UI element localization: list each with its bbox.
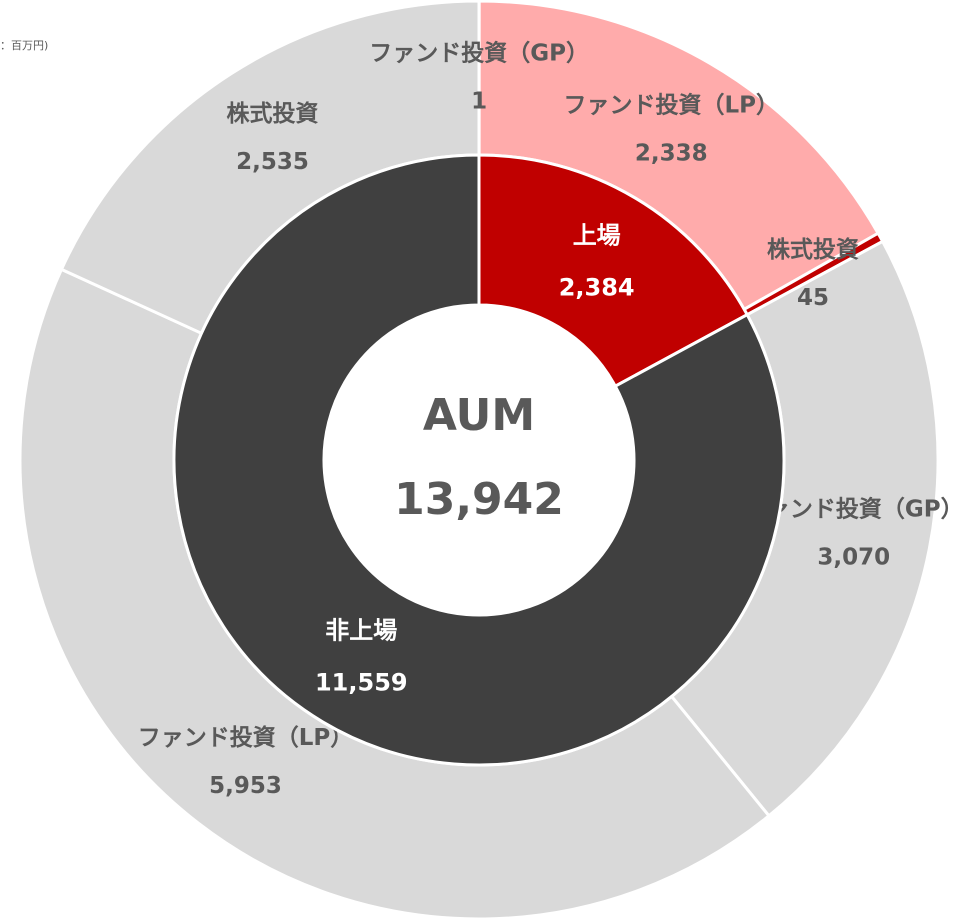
outer-category-label: ファンド投資（LP） <box>138 724 354 751</box>
outer-value-label: 2,338 <box>635 140 708 166</box>
outer-category-label: 株式投資 <box>226 100 318 127</box>
inner-value-label: 2,384 <box>559 273 635 301</box>
outer-value-label: 1 <box>471 89 487 115</box>
outer-value-label: 2,535 <box>236 149 309 175</box>
center-hole <box>325 306 633 614</box>
inner-segment <box>477 153 750 389</box>
outer-category-label: ファンド投資（GP） <box>369 40 589 67</box>
center-total: 13,942 <box>394 474 564 525</box>
outer-category-label: 株式投資 <box>767 236 859 263</box>
inner-segment <box>172 153 786 767</box>
unit-label: ：百万円) <box>0 39 48 52</box>
inner-value-label: 11,559 <box>315 669 408 697</box>
center-label: AUM <box>423 390 535 441</box>
outer-category-label: ファンド投資（LP） <box>563 91 779 118</box>
inner-category-label: 上場 <box>573 221 621 249</box>
outer-value-label: 45 <box>797 285 829 311</box>
inner-category-label: 非上場 <box>325 617 397 645</box>
outer-value-label: 3,070 <box>817 545 890 571</box>
outer-value-label: 5,953 <box>209 773 282 799</box>
